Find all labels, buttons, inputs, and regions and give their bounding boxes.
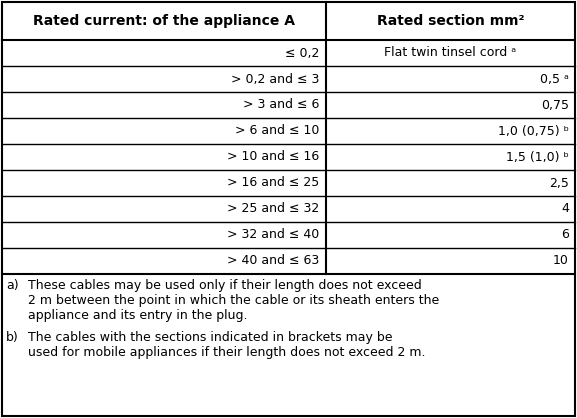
Text: > 32 and ≤ 40: > 32 and ≤ 40 (227, 229, 320, 242)
Text: > 40 and ≤ 63: > 40 and ≤ 63 (227, 255, 320, 268)
Text: > 0,2 and ≤ 3: > 0,2 and ≤ 3 (231, 72, 320, 86)
Text: ≤ 0,2: ≤ 0,2 (286, 46, 320, 59)
Text: Flat twin tinsel cord ᵃ: Flat twin tinsel cord ᵃ (384, 46, 516, 59)
Text: 0,75: 0,75 (541, 99, 569, 112)
Text: 1,5 (1,0) ᵇ: 1,5 (1,0) ᵇ (506, 150, 569, 163)
Text: 1,0 (0,75) ᵇ: 1,0 (0,75) ᵇ (498, 125, 569, 138)
Text: > 16 and ≤ 25: > 16 and ≤ 25 (227, 176, 320, 189)
Text: b): b) (6, 331, 18, 344)
Text: 2,5: 2,5 (549, 176, 569, 189)
Text: Rated section mm²: Rated section mm² (377, 14, 524, 28)
Text: The cables with the sections indicated in brackets may be
used for mobile applia: The cables with the sections indicated i… (28, 331, 425, 359)
Text: 6: 6 (561, 229, 569, 242)
Text: > 3 and ≤ 6: > 3 and ≤ 6 (243, 99, 320, 112)
Text: These cables may be used only if their length does not exceed
2 m between the po: These cables may be used only if their l… (28, 279, 439, 322)
Text: a): a) (6, 279, 18, 292)
Text: Rated current: of the appliance A: Rated current: of the appliance A (33, 14, 295, 28)
Text: 10: 10 (553, 255, 569, 268)
Text: > 10 and ≤ 16: > 10 and ≤ 16 (227, 150, 320, 163)
Text: > 6 and ≤ 10: > 6 and ≤ 10 (235, 125, 320, 138)
Text: 0,5 ᵃ: 0,5 ᵃ (540, 72, 569, 86)
Text: > 25 and ≤ 32: > 25 and ≤ 32 (227, 202, 320, 216)
Text: 4: 4 (561, 202, 569, 216)
